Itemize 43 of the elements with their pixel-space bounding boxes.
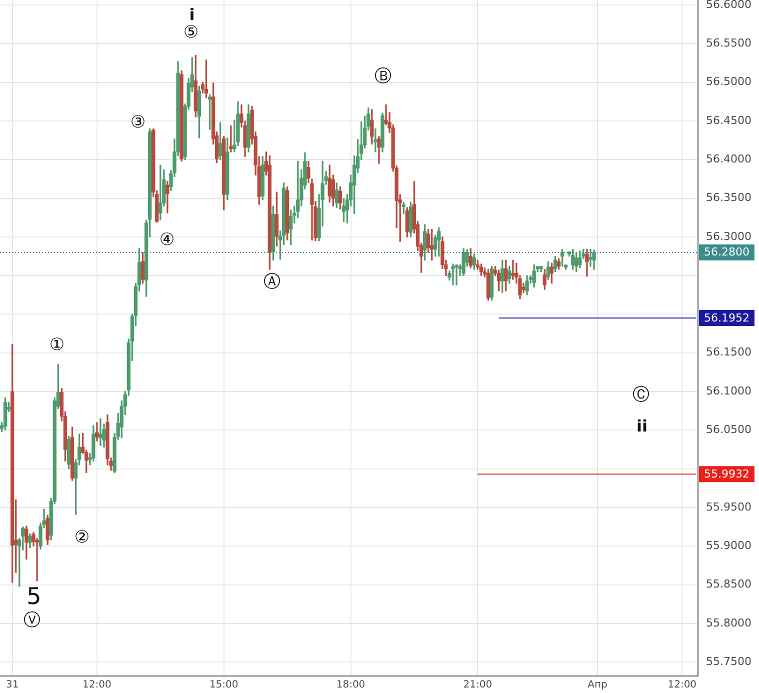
candlestick <box>98 418 102 446</box>
x-tick-label: 12:00 <box>668 680 697 691</box>
data-label: 56.1952 <box>704 311 750 324</box>
candlestick <box>588 248 592 267</box>
x-tick-label: 18:00 <box>336 680 366 691</box>
y-tick-label: 55.8000 <box>706 616 752 630</box>
y-tick-label: 56.0500 <box>706 423 752 436</box>
annotation: Ⓑ <box>374 66 392 86</box>
y-tick-label: 55.9500 <box>706 500 752 514</box>
y-tick-label: 56.6000 <box>706 0 752 11</box>
y-tick-label: 56.1500 <box>706 346 752 359</box>
candlestick <box>451 264 455 286</box>
x-tick-label: 15:00 <box>209 680 238 691</box>
y-tick-label: 56.4000 <box>706 152 752 166</box>
data-label: 55.9932 <box>704 467 750 480</box>
x-tick-label: 12:00 <box>82 680 112 691</box>
annotation: ⑤ <box>183 22 199 42</box>
y-tick-label: 56.3000 <box>706 230 752 243</box>
y-tick-label: 55.9000 <box>706 538 752 552</box>
x-tick-label: 21:00 <box>463 680 492 691</box>
annotation: ii <box>636 416 648 436</box>
annotation: Ⓒ <box>632 384 650 405</box>
annotation: ④ <box>159 230 175 250</box>
y-tick-label: 56.4500 <box>706 114 752 127</box>
ref-line-label: 56.2800 <box>704 246 750 259</box>
y-tick-label: 56.5500 <box>706 36 752 50</box>
annotation: ① <box>49 334 65 355</box>
x-tick-label: 31 <box>6 680 19 691</box>
x-tick-label: Апр <box>588 680 608 691</box>
y-tick-label: 56.3500 <box>706 191 752 204</box>
candlestick <box>374 128 378 152</box>
candlestick <box>511 260 515 280</box>
annotation: Ⓐ <box>264 272 281 292</box>
annotation: 5 <box>26 584 42 610</box>
annotation: ② <box>74 528 90 548</box>
y-tick-label: 56.1000 <box>706 384 752 398</box>
annotation: i <box>189 5 195 24</box>
y-tick-label: 56.5000 <box>706 75 752 88</box>
y-tick-label: 55.8500 <box>706 578 752 591</box>
candlestick <box>454 264 458 286</box>
annotation: ⓥ <box>23 610 40 631</box>
annotation: ③ <box>130 112 146 132</box>
y-tick-label: 55.7500 <box>706 654 752 668</box>
